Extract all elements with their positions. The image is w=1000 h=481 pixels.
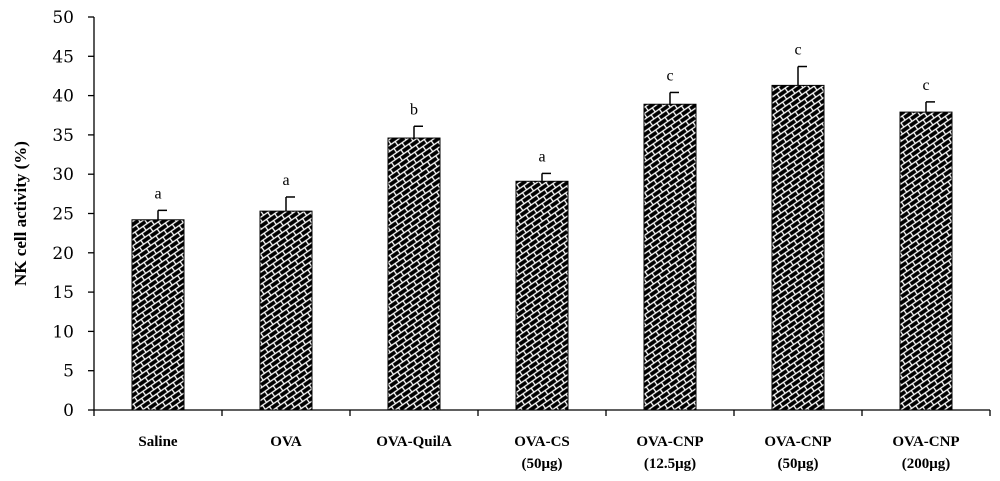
y-tick-label: 50 <box>52 8 74 28</box>
x-tick-label: OVA-CNP <box>764 434 831 450</box>
significance-label: c <box>666 67 673 84</box>
x-tick-label: OVA <box>270 434 302 450</box>
x-tick-label: Saline <box>138 434 178 450</box>
x-tick-label: (12.5μg) <box>644 456 696 472</box>
y-tick-label: 0 <box>63 401 74 421</box>
bars <box>131 65 953 411</box>
y-tick-label: 40 <box>52 87 74 107</box>
y-tick-label: 35 <box>52 126 74 146</box>
x-tick-label: (50μg) <box>522 456 563 472</box>
significance-label: b <box>410 101 418 118</box>
y-tick-label: 15 <box>52 283 74 303</box>
significance-label: a <box>538 148 545 165</box>
y-tick-label: 5 <box>63 362 74 382</box>
bar <box>899 111 953 411</box>
y-tick-label: 20 <box>52 244 74 264</box>
y-tick-label: 10 <box>52 322 74 342</box>
bar <box>643 103 697 411</box>
significance-label: c <box>794 42 801 59</box>
x-tick-label: (200μg) <box>902 456 951 472</box>
x-tick-label: OVA-CNP <box>892 434 959 450</box>
significance-label: a <box>282 172 289 189</box>
labels: NK cell activity (%) a Saline a OVA b OVA-Quil… <box>11 42 960 472</box>
x-tick-label: OVA-QuilA <box>376 434 452 450</box>
x-tick-label: OVA-CS <box>514 434 570 450</box>
bar <box>771 84 825 411</box>
y-axis-title: NK cell activity (%) <box>11 141 30 286</box>
bar <box>259 210 313 411</box>
y-tick-label: 45 <box>52 47 74 67</box>
x-tick-label: (50μg) <box>778 456 819 472</box>
bar <box>387 137 441 411</box>
bar <box>131 219 185 411</box>
y-tick-label: 25 <box>52 205 74 225</box>
bar <box>515 180 569 411</box>
significance-label: a <box>154 185 161 202</box>
y-tick-label: 30 <box>52 165 74 185</box>
x-tick-label: OVA-CNP <box>636 434 703 450</box>
significance-label: c <box>922 77 929 94</box>
axes: 0 5 10 15 20 25 30 35 40 45 50 <box>52 8 991 421</box>
